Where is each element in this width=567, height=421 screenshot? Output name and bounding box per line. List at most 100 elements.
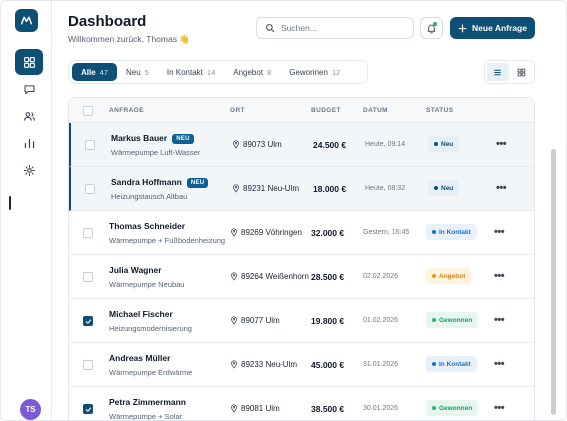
request-name[interactable]: Michael Fischer bbox=[109, 309, 173, 319]
row-checkbox[interactable] bbox=[83, 228, 93, 238]
table-row[interactable]: Markus Bauer NEU Wärmepumpe Luft-Wasser 890… bbox=[69, 123, 534, 167]
grid-view-button[interactable] bbox=[511, 63, 533, 81]
sidebar-item-dashboard[interactable] bbox=[15, 49, 43, 75]
row-checkbox[interactable] bbox=[85, 140, 95, 150]
tab-alle[interactable]: Alle 47 bbox=[72, 63, 118, 81]
tab-label: Gewonnen bbox=[289, 67, 328, 77]
grid-icon bbox=[517, 68, 526, 76]
status-badge: Gewonnen bbox=[426, 312, 479, 328]
status-text: Neu bbox=[441, 140, 454, 148]
page-subtitle: Willkommen zurück, Thomas 👋 bbox=[68, 34, 190, 44]
plus-icon bbox=[458, 24, 467, 32]
more-actions-button[interactable]: ••• bbox=[494, 358, 505, 370]
check-icon bbox=[85, 318, 91, 324]
customer-name: Andreas Müller bbox=[109, 353, 171, 363]
more-actions-button[interactable]: ••• bbox=[496, 182, 507, 194]
budget: 19.800 € bbox=[311, 316, 345, 326]
view-toggle bbox=[484, 60, 535, 84]
chart-icon bbox=[24, 138, 34, 148]
customer-name: Thomas Schneider bbox=[109, 221, 186, 231]
new-badge: NEU bbox=[186, 178, 209, 188]
status-text: Angebot bbox=[439, 272, 466, 280]
sidebar-item-customers[interactable] bbox=[15, 103, 43, 129]
tab-angebot[interactable]: Angebot 8 bbox=[224, 63, 280, 81]
table-row[interactable]: Sandra Hoffmann NEU Heizungstausch Altbau 8… bbox=[69, 167, 534, 211]
sidebar-item-messages[interactable] bbox=[15, 76, 43, 102]
table-row[interactable]: Julia Wagner Wärmepumpe Neubau 89264 Weiße… bbox=[69, 255, 534, 299]
table-row[interactable]: Petra Zimmermann Wärmepumpe + Solar 89081 … bbox=[69, 387, 534, 421]
status-badge: Angebot bbox=[426, 268, 472, 284]
budget: 18.000 € bbox=[313, 184, 347, 194]
location: 89233 Neu-Ulm bbox=[230, 360, 297, 369]
more-actions-button[interactable]: ••• bbox=[494, 314, 505, 326]
tab-neu[interactable]: Neu 5 bbox=[117, 63, 158, 81]
location-text: 89264 Weißenhorn bbox=[241, 272, 309, 281]
date: 02.02.2026 bbox=[363, 273, 399, 280]
status-badge: Neu bbox=[428, 136, 460, 152]
table-row[interactable]: Michael Fischer Heizungsmodernisierung 890… bbox=[69, 299, 534, 343]
column-header-request[interactable]: ANFRAGE bbox=[109, 107, 144, 114]
search-input[interactable] bbox=[281, 23, 401, 33]
select-all-checkbox[interactable] bbox=[83, 106, 93, 116]
tab-gewonnen[interactable]: Gewonnen 12 bbox=[280, 63, 349, 81]
request-name[interactable]: Markus Bauer NEU bbox=[111, 133, 194, 144]
date: 01.02.2026 bbox=[363, 317, 399, 324]
status-badge: Gewonnen bbox=[426, 400, 479, 416]
column-header-status[interactable]: STATUS bbox=[426, 107, 454, 114]
row-checkbox[interactable] bbox=[83, 404, 93, 414]
tab-in-kontakt[interactable]: In Kontakt 14 bbox=[158, 63, 224, 81]
date: Heute, 09:14 bbox=[365, 141, 406, 148]
map-pin-icon bbox=[231, 360, 237, 369]
notification-dot bbox=[433, 22, 437, 26]
request-name[interactable]: Andreas Müller bbox=[109, 353, 170, 363]
request-name[interactable]: Thomas Schneider bbox=[109, 221, 185, 231]
request-description: Wärmepumpe + Solar bbox=[109, 412, 183, 421]
status-dot bbox=[432, 274, 436, 278]
tab-label: Neu bbox=[126, 67, 141, 77]
location-text: 89077 Ulm bbox=[241, 316, 280, 325]
row-checkbox[interactable] bbox=[83, 316, 93, 326]
new-badge: NEU bbox=[172, 134, 194, 144]
status-dot bbox=[434, 186, 438, 190]
new-request-button[interactable]: Neue Anfrage bbox=[450, 17, 535, 39]
row-checkbox[interactable] bbox=[83, 272, 93, 282]
logo[interactable] bbox=[15, 9, 38, 32]
column-header-date[interactable]: DATUM bbox=[363, 107, 388, 114]
sidebar-item-analytics[interactable] bbox=[15, 130, 43, 156]
row-checkbox[interactable] bbox=[83, 360, 93, 370]
status-dot bbox=[434, 142, 438, 146]
sidebar-resize-handle[interactable] bbox=[9, 196, 11, 210]
request-name[interactable]: Julia Wagner bbox=[109, 265, 162, 275]
status-dot bbox=[432, 406, 436, 410]
list-view-button[interactable] bbox=[487, 63, 509, 81]
more-actions-button[interactable]: ••• bbox=[494, 270, 505, 282]
budget: 28.500 € bbox=[311, 272, 345, 282]
date: 30.01.2026 bbox=[363, 405, 399, 412]
status-text: Neu bbox=[441, 184, 454, 192]
column-header-location[interactable]: ORT bbox=[230, 107, 245, 114]
dashboard-icon bbox=[23, 56, 35, 68]
request-description: Wärmepumpe Neubau bbox=[109, 280, 185, 289]
scrollbar[interactable] bbox=[551, 149, 556, 415]
notifications-button[interactable] bbox=[420, 17, 443, 39]
sidebar-item-settings[interactable] bbox=[15, 157, 43, 183]
table-row[interactable]: Andreas Müller Wärmepumpe Erdwärme 89233 N… bbox=[69, 343, 534, 387]
more-actions-button[interactable]: ••• bbox=[494, 402, 505, 414]
table-row[interactable]: Thomas Schneider Wärmepumpe + Fußbodenhei… bbox=[69, 211, 534, 255]
search-box[interactable] bbox=[256, 17, 414, 39]
request-name[interactable]: Sandra Hoffmann NEU bbox=[111, 177, 209, 188]
tab-label: Alle bbox=[81, 67, 96, 77]
avatar[interactable]: TS bbox=[20, 399, 41, 420]
more-actions-button[interactable]: ••• bbox=[494, 226, 505, 238]
location-text: 89073 Ulm bbox=[243, 140, 282, 149]
users-icon bbox=[23, 111, 35, 121]
column-header-budget[interactable]: BUDGET bbox=[311, 107, 341, 114]
sidebar: TS bbox=[1, 1, 52, 420]
row-checkbox[interactable] bbox=[85, 184, 95, 194]
status-text: Gewonnen bbox=[439, 404, 473, 412]
tab-count: 14 bbox=[206, 67, 216, 77]
list-icon bbox=[494, 69, 502, 75]
customer-name: Petra Zimmermann bbox=[109, 397, 186, 407]
request-name[interactable]: Petra Zimmermann bbox=[109, 397, 186, 407]
more-actions-button[interactable]: ••• bbox=[496, 138, 507, 150]
